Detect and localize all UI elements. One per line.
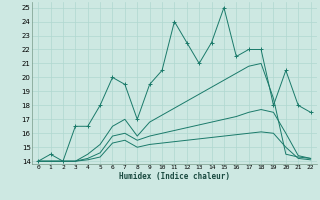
X-axis label: Humidex (Indice chaleur): Humidex (Indice chaleur): [119, 172, 230, 181]
